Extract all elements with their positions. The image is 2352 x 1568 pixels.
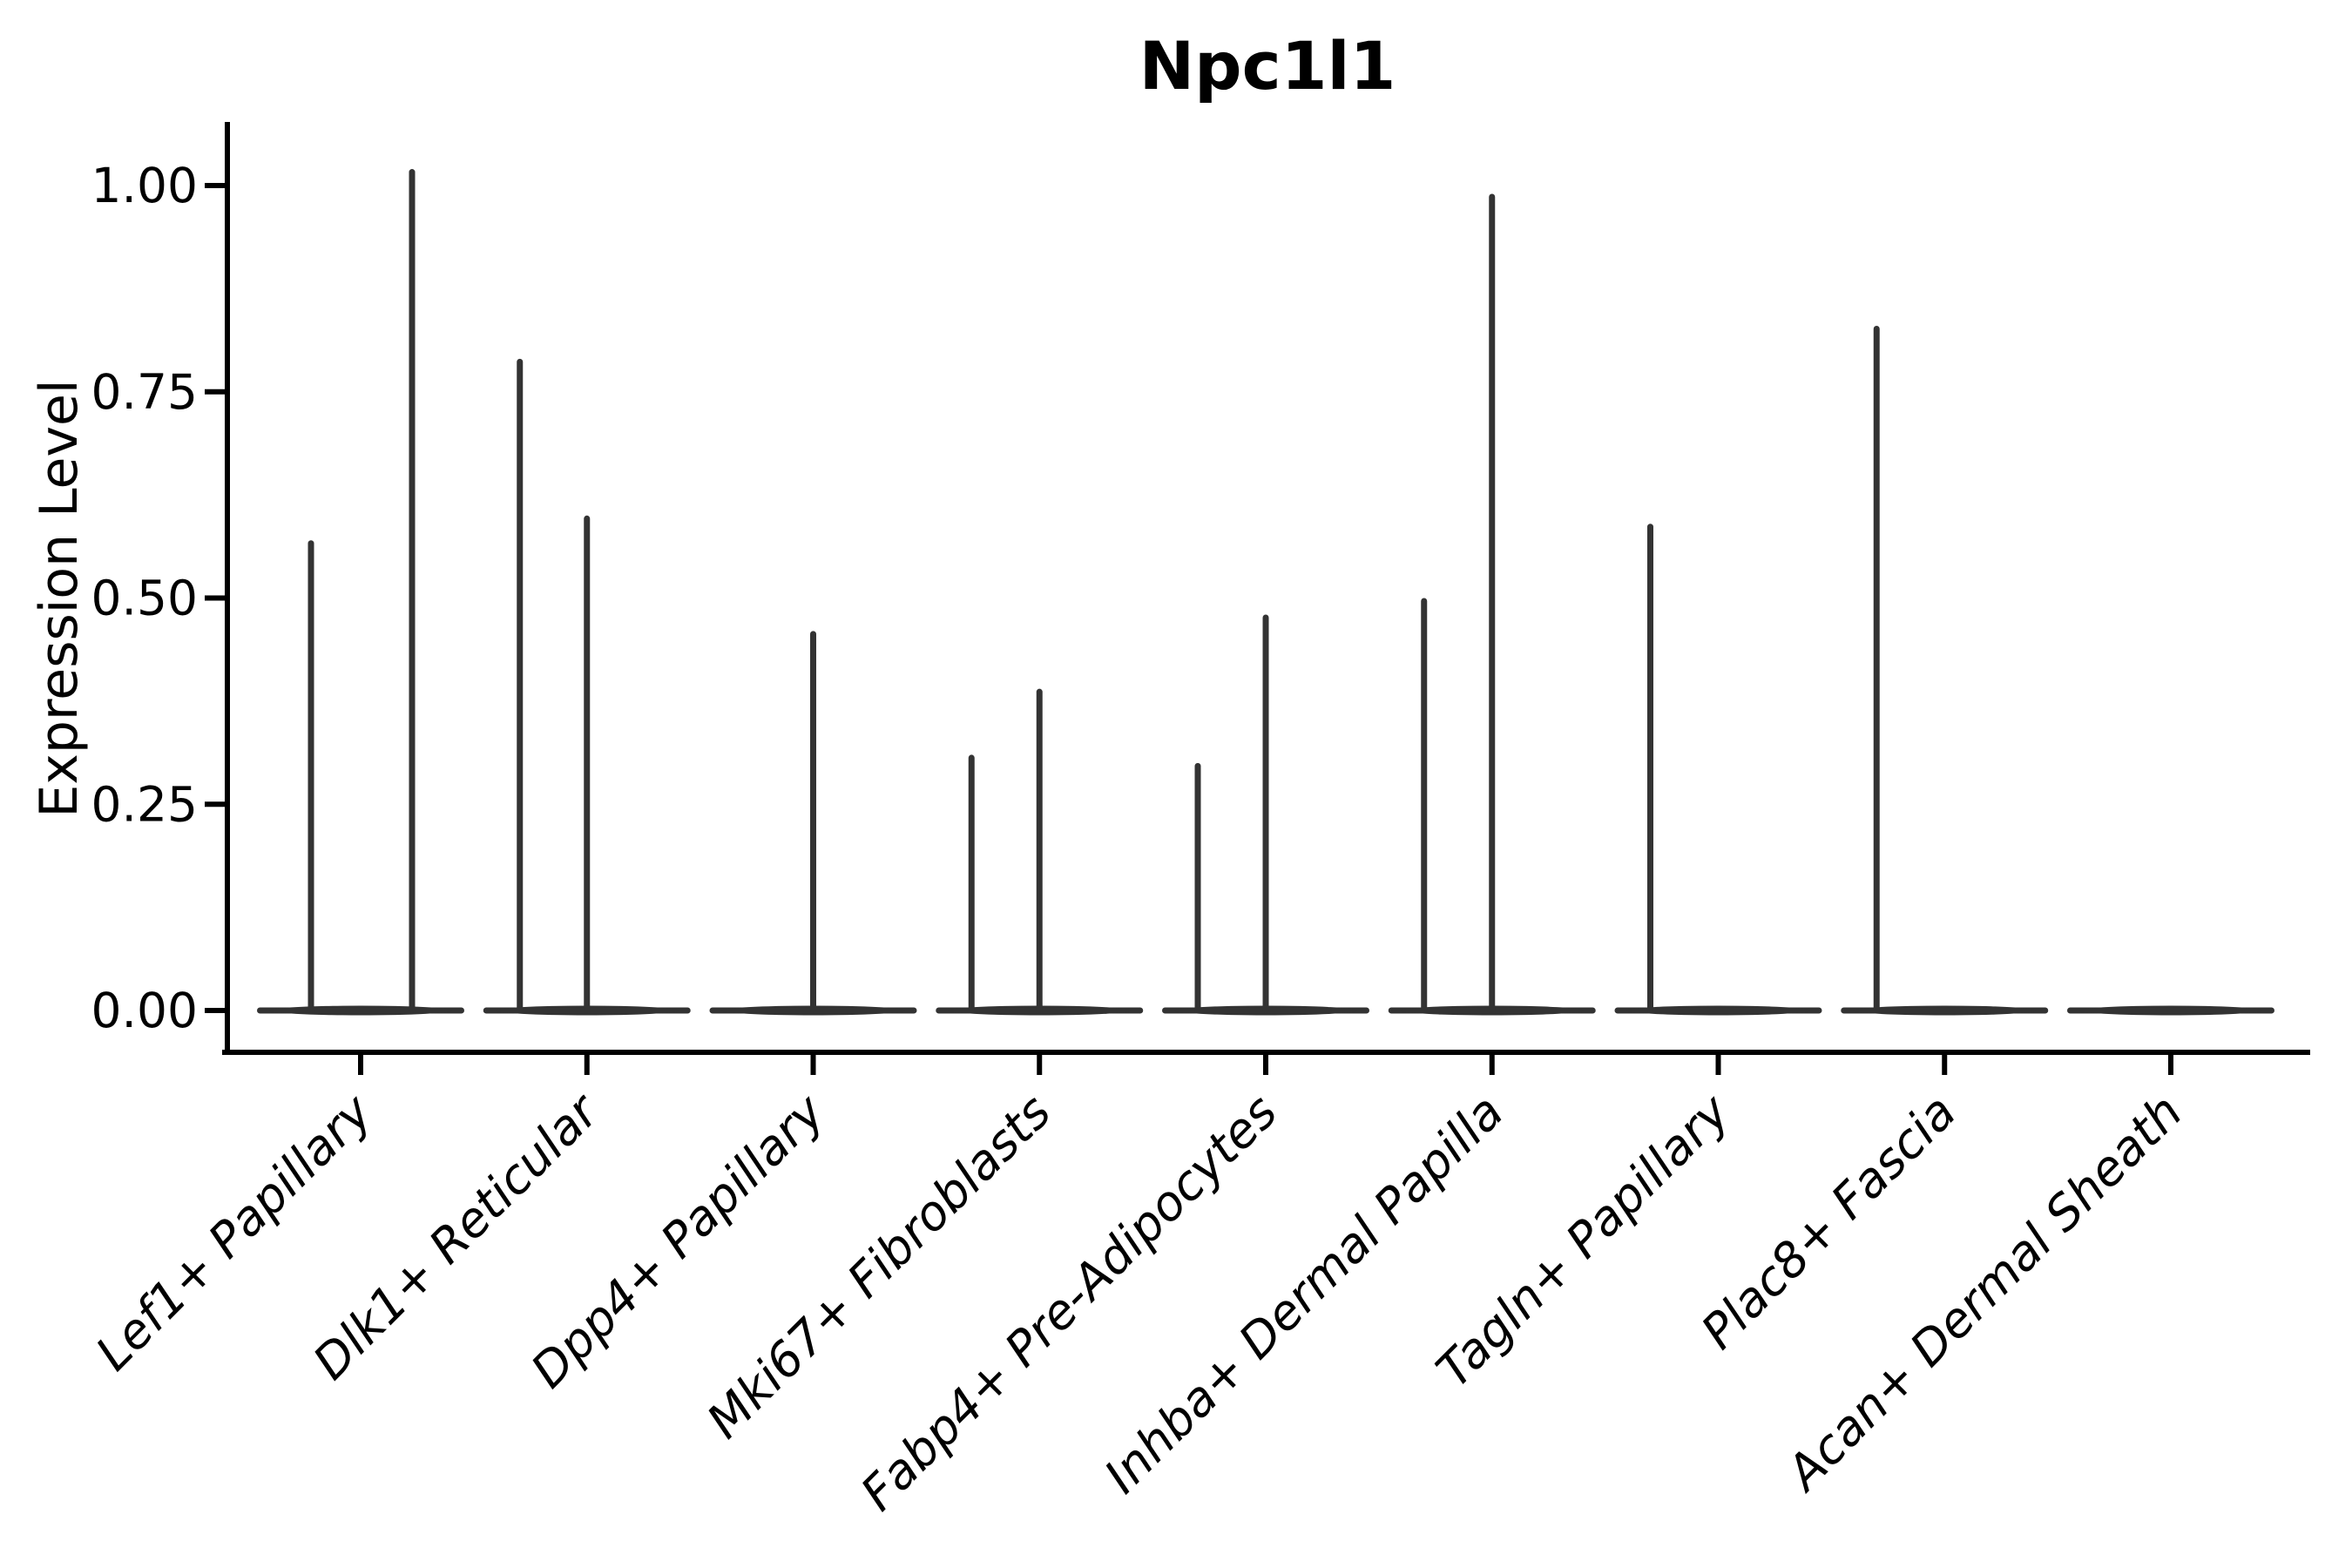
y-tick-label: 0.25 [91,776,198,832]
x-tick-label: Acan+ Dermal Sheath [1774,1084,2193,1503]
y-tick-label: 1.00 [91,158,198,213]
violin-spike [409,169,416,1013]
violin-spike [308,540,314,1013]
y-tick-label: 0.00 [91,983,198,1038]
violin-spike [968,754,975,1013]
violin-baseline-bulge [269,1005,452,1016]
violin-spike [1194,762,1201,1013]
violin-spike [1873,325,1880,1013]
y-tick-label: 0.75 [91,364,198,420]
y-axis-label: Expression Level [29,379,90,817]
x-tick-label: Inhba+ Dermal Papilla [1093,1084,1513,1504]
violin-spike [1489,193,1496,1014]
violin-baseline-bulge [1626,1005,1810,1016]
violin-spike [1647,524,1653,1013]
violin-spike [1421,598,1428,1013]
y-tick-label: 0.50 [91,571,198,626]
chart-title: Npc1l1 [1139,27,1396,105]
violin-spike [517,358,524,1013]
violin-baseline-bulge [1853,1005,2037,1016]
violin-spike [1262,614,1269,1013]
violin-baseline-bulge [2079,1005,2262,1016]
violin-spike [810,631,816,1013]
y-ticks-group: 1.00 0.75 0.50 0.25 0.00 [91,158,227,1038]
violins-group [257,169,2274,1016]
x-tick-label: Fabp4+ Pre-Adipocytes [850,1084,1288,1521]
violin-spike [584,515,591,1013]
violin-spike [1036,688,1043,1013]
